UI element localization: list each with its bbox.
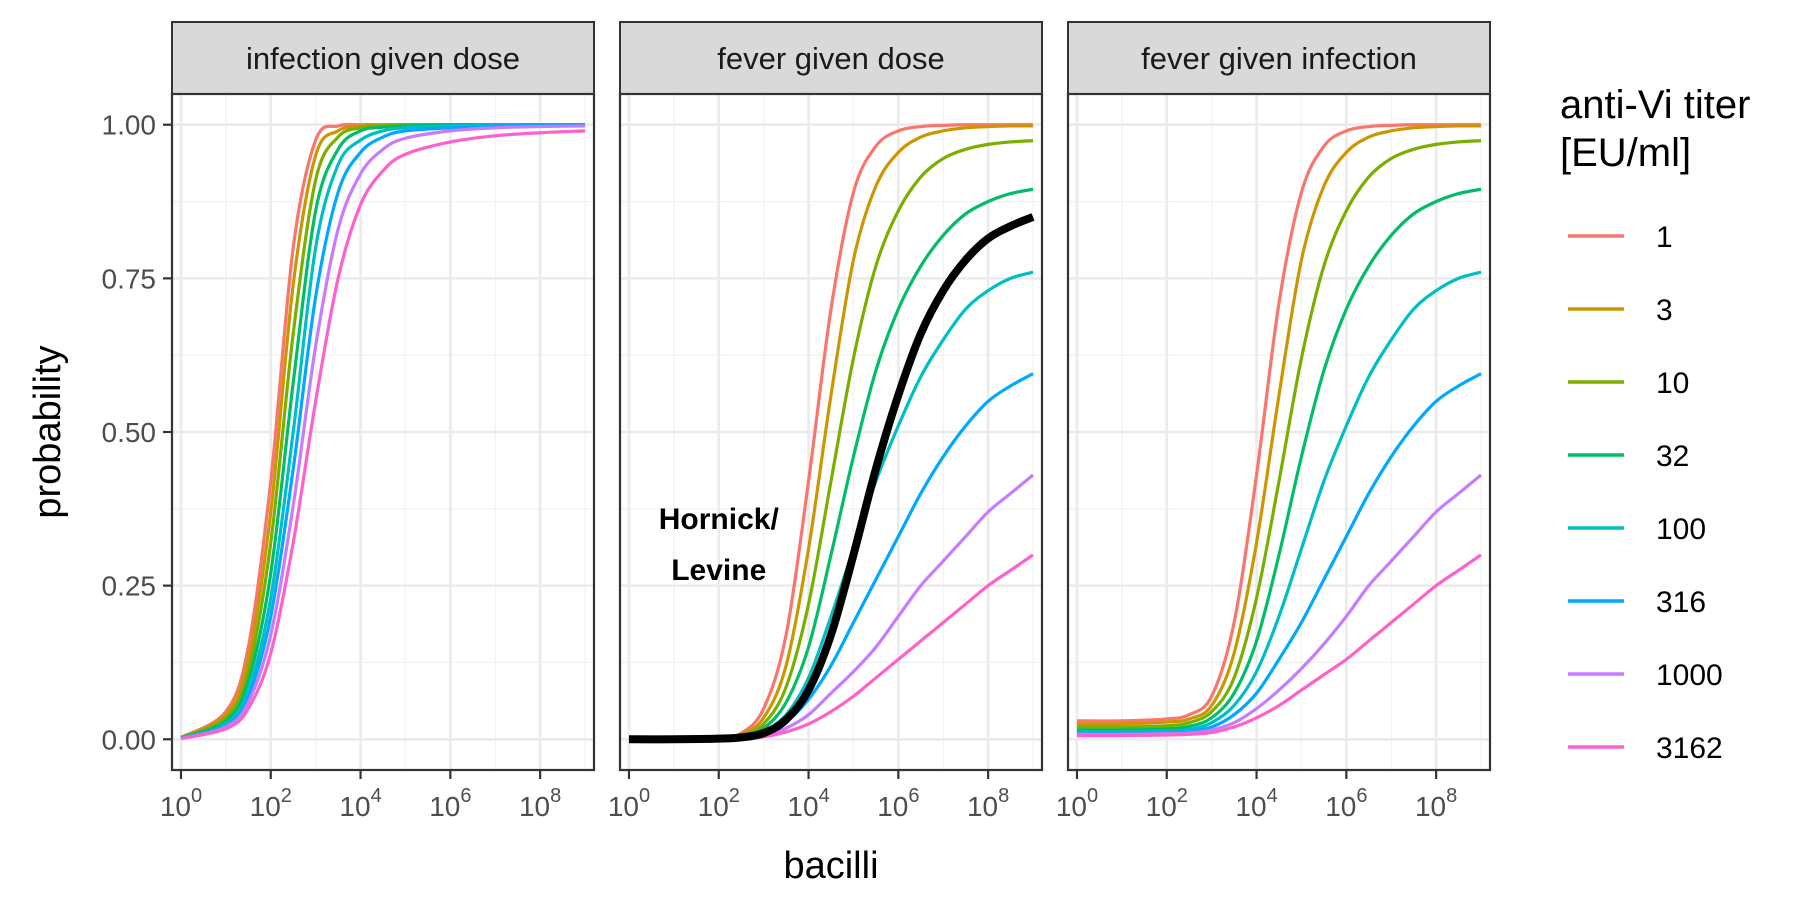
y-tick-label: 0.75	[102, 263, 157, 294]
y-axis-title: probability	[27, 345, 69, 518]
x-tick-label: 106	[877, 785, 919, 822]
x-axis-title: bacilli	[783, 845, 878, 887]
x-tick-label: 104	[787, 785, 829, 822]
series-lines	[180, 122, 586, 741]
legend-entry-label: 10	[1656, 367, 1689, 400]
series-line-titer-3	[1076, 124, 1482, 726]
series-line-titer-10	[1076, 139, 1482, 729]
x-tick-label: 102	[698, 785, 740, 822]
panel-strip	[619, 21, 1043, 95]
gridlines	[1068, 94, 1490, 770]
x-axis-ticks: 100 102 104 106 108	[608, 770, 1009, 822]
panel-border	[1066, 92, 1492, 772]
x-tick-label: 100	[608, 785, 650, 822]
x-tick-label: 108	[519, 785, 561, 822]
legend-entry-100: 100	[1568, 513, 1706, 546]
series-line-titer-3162	[1076, 553, 1482, 738]
legend-entry-1: 1	[1568, 221, 1673, 254]
panel-title: infection given dose	[246, 41, 520, 76]
series-line-titer-32	[1076, 187, 1482, 732]
y-tick-label: 0.25	[102, 571, 157, 602]
x-tick-label: 106	[429, 785, 471, 822]
x-axis-ticks: 100 102 104 106 108	[160, 770, 561, 822]
panel-title: fever given dose	[717, 41, 944, 76]
panel-border	[618, 92, 1044, 772]
series-lines	[1076, 123, 1483, 738]
x-tick-label: 106	[1325, 785, 1367, 822]
legend-entry-label: 1	[1656, 221, 1673, 254]
x-tick-label: 102	[250, 785, 292, 822]
legend-entry-label: 1000	[1656, 659, 1723, 692]
panel-title: fever given infection	[1141, 41, 1417, 76]
y-tick-label: 0.00	[102, 724, 157, 755]
series-line-titer-1000	[180, 124, 586, 741]
y-tick-label: 1.00	[102, 110, 157, 141]
x-tick-label: 100	[1056, 785, 1098, 822]
legend-entry-label: 3	[1656, 294, 1673, 327]
legend-entry-label: 100	[1656, 513, 1706, 546]
legend-entry-label: 316	[1656, 586, 1706, 619]
x-tick-label: 104	[1235, 785, 1277, 822]
legend-entry-316: 316	[1568, 586, 1706, 619]
legend-entry-label: 3162	[1656, 732, 1723, 765]
legend-entry-3: 3	[1568, 294, 1673, 327]
x-axis-ticks: 100 102 104 106 108	[1056, 770, 1457, 822]
annotation-label: Hornick/Levine	[659, 503, 780, 587]
panel-3: fever given infection 100 102 104 106 108	[1056, 21, 1492, 822]
legend-entry-3162: 3162	[1568, 732, 1723, 765]
series-lines	[628, 123, 1035, 744]
legend-title-line-1: anti-Vi titer	[1560, 83, 1750, 127]
legend-entry-1000: 1000	[1568, 659, 1723, 692]
gridlines	[620, 94, 1042, 770]
panel-strip	[1067, 21, 1491, 95]
panel-strip	[171, 21, 595, 95]
x-tick-label: 104	[339, 785, 381, 822]
y-axis-ticks: 0.00 0.25 0.50 0.75 1.00	[102, 110, 172, 755]
series-line-reference	[628, 213, 1035, 744]
legend-entry-10: 10	[1568, 367, 1689, 400]
x-tick-label: 100	[160, 785, 202, 822]
x-tick-label: 102	[1146, 785, 1188, 822]
legend: anti-Vi titer [EU/ml] 1 3 10 32 100 316 1000 31…	[1560, 83, 1750, 765]
series-line-titer-1	[1076, 123, 1482, 723]
x-tick-label: 108	[1415, 785, 1457, 822]
legend-entry-label: 32	[1656, 440, 1689, 473]
y-tick-label: 0.50	[102, 417, 157, 448]
legend-title-line-2: [EU/ml]	[1560, 131, 1691, 175]
legend-entry-32: 32	[1568, 440, 1689, 473]
x-tick-label: 108	[967, 785, 1009, 822]
series-line-titer-3162	[180, 129, 586, 741]
series-line-titer-316	[180, 123, 586, 740]
